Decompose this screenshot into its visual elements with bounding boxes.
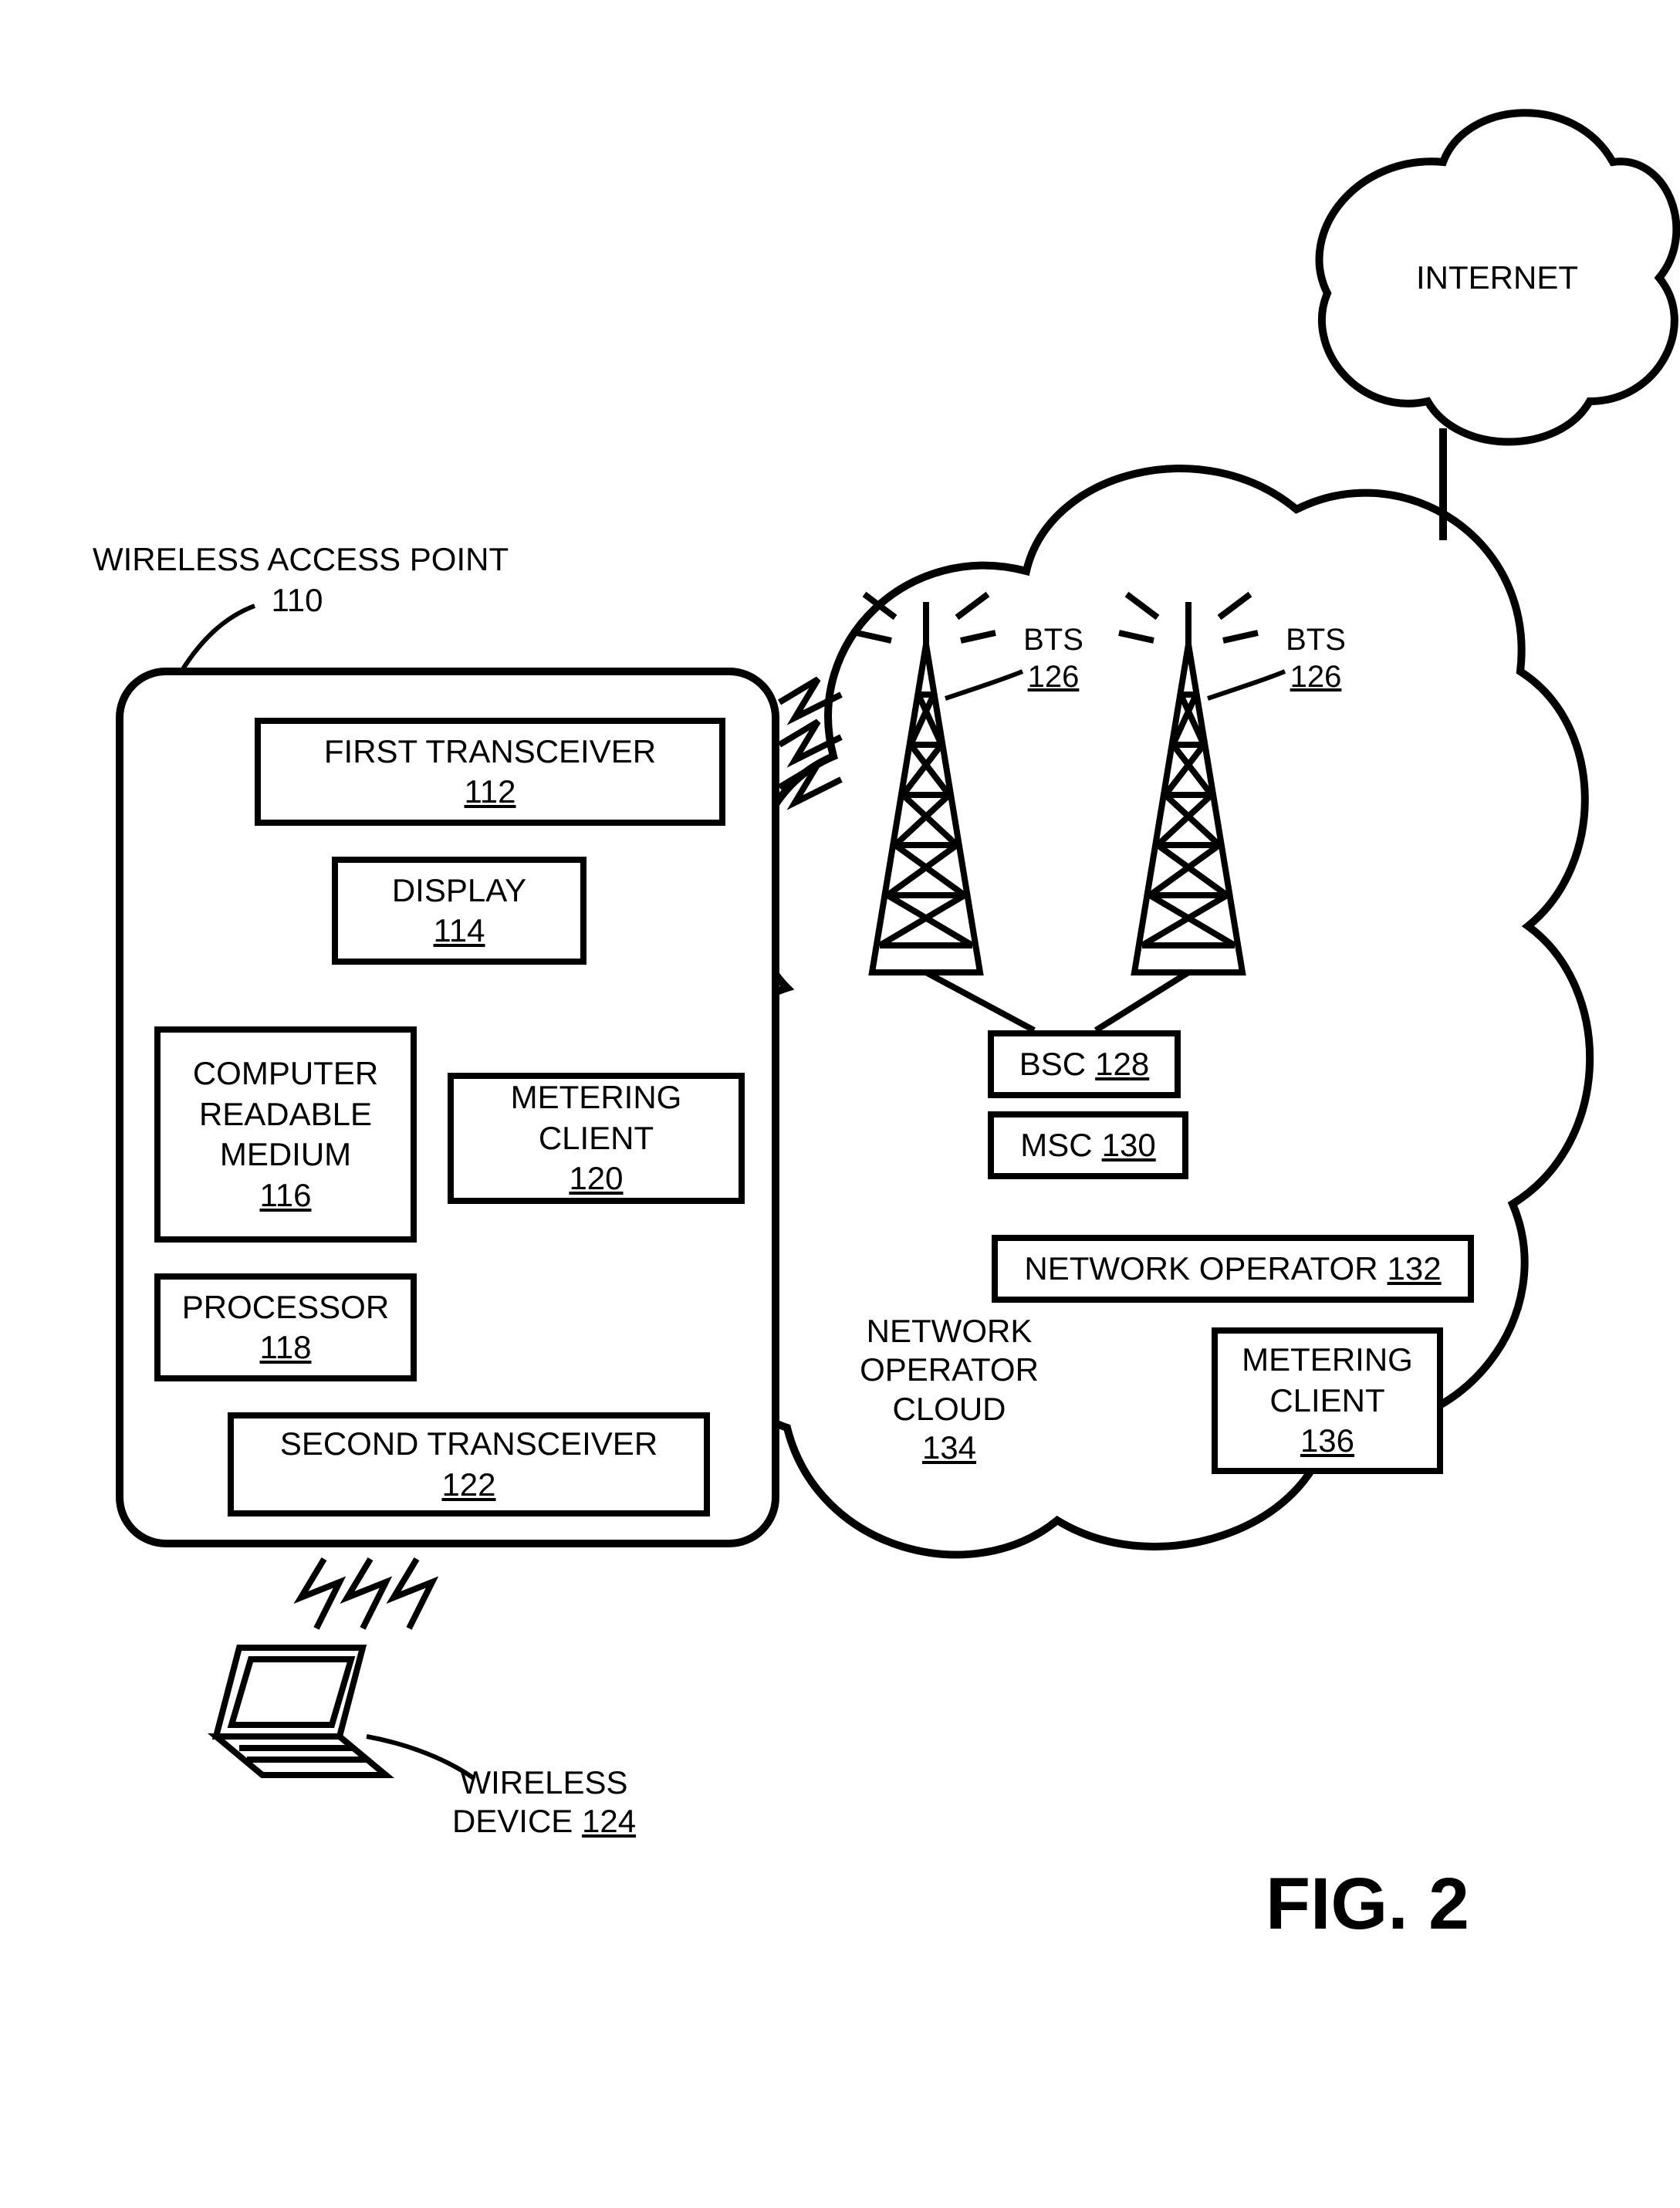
wap-title: WIRELESS ACCESS POINT [93, 540, 509, 579]
laptop-icon [216, 1648, 386, 1775]
figure-label: FIG. 2 [1266, 1860, 1636, 1948]
wireless-device-label: WIRELESS DEVICE 124 [428, 1763, 660, 1841]
rf-link-down [301, 1559, 432, 1628]
crm-box: COMPUTER READABLE MEDIUM 116 [154, 1026, 417, 1243]
internet-label: INTERNET [1381, 259, 1613, 297]
network-operator-cloud [700, 468, 1590, 1554]
network-operator-box: NETWORK OPERATOR132 [992, 1235, 1474, 1303]
wap-metering-client-box: METERING CLIENT 120 [448, 1073, 745, 1204]
processor-box: PROCESSOR 118 [154, 1273, 417, 1381]
bsc-box: BSC128 [988, 1030, 1181, 1098]
wap-ref: 110 [259, 581, 336, 620]
leader-wap [181, 606, 255, 671]
network-operator-cloud-label: NETWORK OPERATOR CLOUD 134 [841, 1312, 1057, 1468]
cloud-metering-client-box: METERING CLIENT 136 [1212, 1327, 1443, 1474]
bts1-label: BTS 126 [1007, 621, 1100, 695]
display-box: DISPLAY 114 [332, 857, 586, 965]
msc-box: MSC130 [988, 1111, 1188, 1179]
bts2-label: BTS 126 [1269, 621, 1362, 695]
second-transceiver-box: SECOND TRANSCEIVER 122 [228, 1412, 710, 1517]
first-transceiver-box: FIRST TRANSCEIVER 112 [255, 718, 725, 826]
